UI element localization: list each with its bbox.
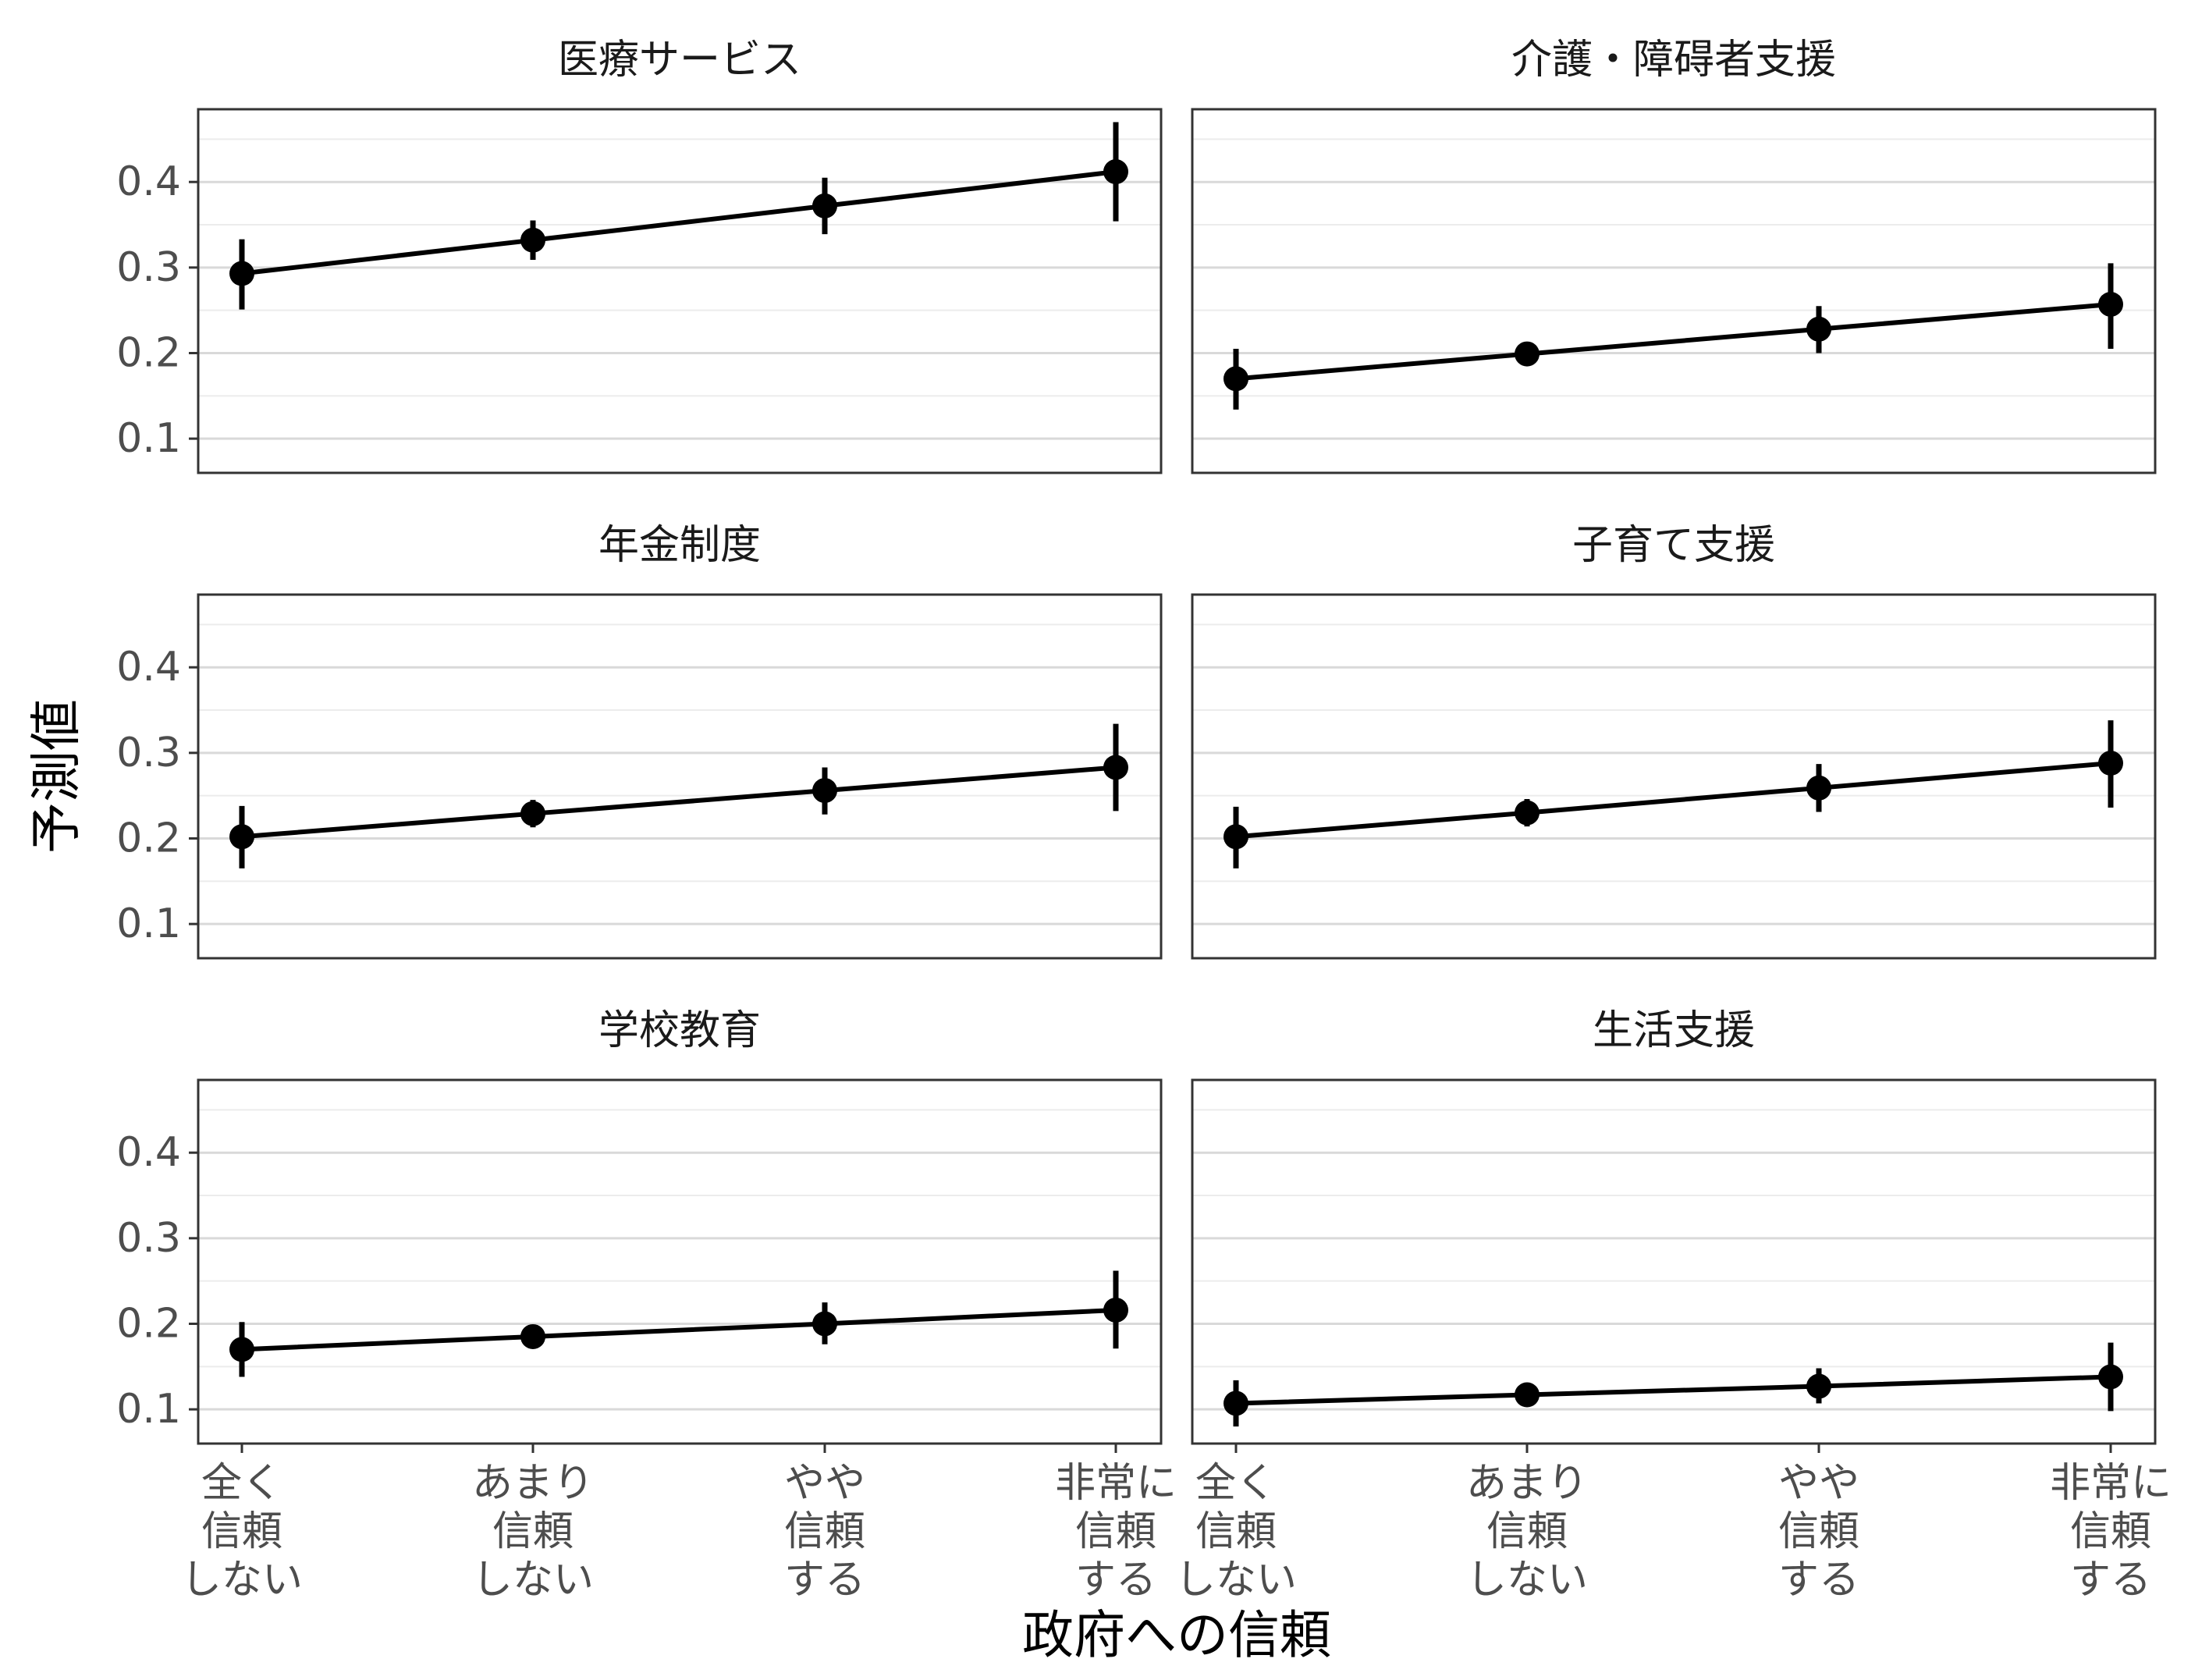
x-tick-label: やや信頼する [1778,1460,1859,1604]
y-tick-label: 0.3 [116,1215,181,1262]
y-tick-label: 0.4 [116,158,181,205]
y-tick-label: 0.3 [116,730,181,776]
panel-border [197,1078,1163,1445]
panel-title: 医療サービス [558,37,801,83]
panel-1: 医療サービス 0.1 0.2 0.3 0.4 [116,37,1163,474]
y-tick-label: 0.2 [116,1300,181,1347]
data-point [520,227,545,253]
data-point [229,261,254,286]
x-tick-label: やや信頼する [784,1460,865,1604]
panel-border [197,108,1163,474]
data-point [1223,824,1248,850]
data-point [1806,316,1831,342]
series-line [241,765,1117,840]
data-point [1103,1297,1128,1323]
data-point [812,778,837,804]
data-point [2098,291,2123,317]
data-point [1806,1373,1831,1399]
data-point [520,1323,545,1349]
x-tick-label: 非常に信頼する [2050,1460,2172,1604]
data-point [229,824,254,850]
y-tick-label: 0.2 [116,329,181,376]
panel-border [197,593,1163,960]
data-point [1223,1391,1248,1416]
data-point [229,1337,254,1362]
series-line [1235,1374,2111,1406]
data-point [812,1311,837,1337]
y-axis-title: 予測値 [27,699,87,854]
x-tick-label: 非常に信頼する [1055,1460,1177,1604]
x-tick-label: あまり信頼しない [1466,1460,1588,1604]
y-tick-label: 0.2 [116,815,181,861]
data-point [812,193,837,218]
y-tick-label: 0.1 [116,900,181,947]
panel-2: 介護・障碍者支援 [1191,37,2157,474]
panel-title: 年金制度 [598,522,761,569]
panel-4: 子育て支援 [1191,522,2157,960]
data-point [1515,1382,1540,1408]
y-tick-label: 0.1 [116,415,181,462]
panel-title: 学校教育 [598,1007,761,1054]
data-point [1515,341,1540,367]
data-point [1806,775,1831,801]
series-line [241,1307,1117,1352]
panel-title: 子育て支援 [1572,522,1775,569]
x-tick-label: 全く信頼しない [1175,1460,1297,1604]
data-point [1223,366,1248,392]
panel-3: 年金制度 0.1 0.2 0.3 0.4 [116,522,1163,960]
y-tick-label: 0.3 [116,244,181,291]
panel-5: 学校教育 0.1 0.2 0.3 0.4 全く信頼しない あまり信頼しない やや信頼する 非常に… [116,1007,1177,1604]
data-point [1103,159,1128,185]
data-point [1103,755,1128,780]
panel-border [1191,593,2157,960]
panel-title: 介護・障碍者支援 [1511,37,1836,83]
panel-border [1191,1078,2157,1445]
series-line [1235,761,2111,840]
x-tick-label: あまり信頼しない [472,1460,594,1604]
y-tick-label: 0.1 [116,1386,181,1433]
series-line [241,169,1117,276]
x-axis-title: 政府への信頼 [1022,1605,1331,1665]
data-point [1515,800,1540,826]
y-tick-label: 0.4 [116,644,181,691]
data-point [2098,751,2123,776]
panel-border [1191,108,2157,474]
y-tick-label: 0.4 [116,1129,181,1176]
series-line [1235,302,2111,382]
panel-title: 生活支援 [1593,1007,1755,1054]
data-point [520,801,545,826]
x-tick-label: 全く信頼しない [181,1460,303,1604]
data-point [2098,1364,2123,1390]
